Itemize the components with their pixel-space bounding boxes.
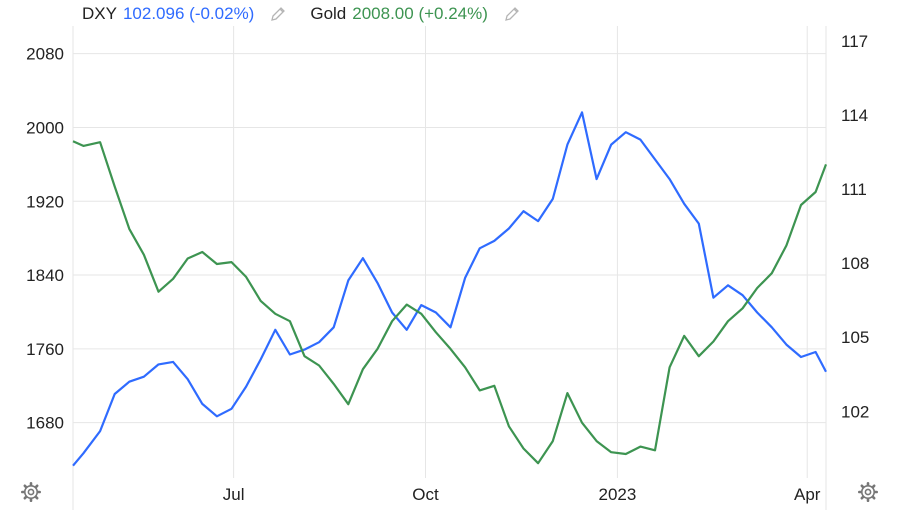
y-right-tick-label: 108 (841, 254, 869, 273)
legend-gold-price: 2008.00 (352, 4, 414, 23)
y-left-tick-label: 1680 (26, 414, 64, 433)
y-left-tick-label: 1760 (26, 340, 64, 359)
legend-dxy-change: (-0.02%) (189, 4, 255, 23)
y-right-tick-label: 105 (841, 328, 869, 347)
gear-icon[interactable] (857, 481, 879, 503)
y-right-tick-label: 111 (841, 180, 867, 199)
y-right-tick-label: 114 (841, 106, 868, 125)
legend-dxy-name: DXY (82, 4, 117, 23)
gear-icon[interactable] (20, 481, 42, 503)
x-tick-label: 2023 (598, 485, 636, 504)
y-left-tick-label: 1840 (26, 266, 64, 285)
legend-gold-value: 2008.00 (+0.24%) (352, 4, 488, 24)
series-line-dxy (72, 111, 827, 467)
legend-dxy-price: 102.096 (122, 4, 185, 23)
x-tick-label: Jul (223, 485, 245, 504)
legend-item-gold[interactable]: Gold 2008.00 (+0.24%) (310, 4, 522, 24)
x-tick-label: Apr (794, 485, 821, 504)
legend-item-dxy[interactable]: DXY 102.096 (-0.02%) (82, 4, 288, 24)
series-line-gold (72, 140, 828, 465)
y-right-tick-label: 117 (841, 32, 868, 51)
pencil-icon[interactable] (502, 4, 522, 24)
legend-gold-name: Gold (310, 4, 347, 23)
y-left-tick-label: 2000 (26, 118, 64, 137)
x-tick-label: Oct (412, 485, 439, 504)
y-left-tick-label: 1920 (26, 192, 64, 211)
pencil-icon[interactable] (268, 4, 288, 24)
legend-gold-change: (+0.24%) (418, 4, 488, 23)
y-right-tick-label: 102 (841, 402, 869, 421)
chart-legend: DXY 102.096 (-0.02%) Gold 2008.00 (+0.24… (82, 2, 544, 26)
legend-dxy-value: 102.096 (-0.02%) (123, 4, 254, 24)
y-left-tick-label: 2080 (26, 45, 64, 64)
